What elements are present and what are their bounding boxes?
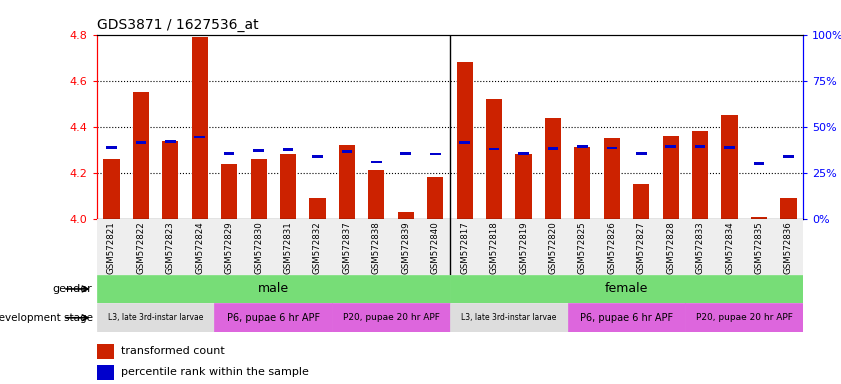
Text: transformed count: transformed count [121,346,225,356]
Text: P6, pupae 6 hr APF: P6, pupae 6 hr APF [227,313,320,323]
Bar [309,198,325,219]
Bar [780,198,796,219]
Bar [574,147,590,219]
Bar [722,115,738,219]
Bar [724,146,735,149]
Text: GSM572821: GSM572821 [107,222,116,275]
Bar [368,170,384,219]
Bar [400,152,411,155]
Text: GSM572827: GSM572827 [637,222,646,275]
Text: GSM572831: GSM572831 [283,222,293,275]
Bar [192,37,208,219]
Text: GSM572817: GSM572817 [460,222,469,275]
Bar [486,99,502,219]
Bar [430,152,441,155]
Bar [341,150,352,153]
Bar [165,140,176,143]
Bar [427,177,443,219]
Text: percentile rank within the sample: percentile rank within the sample [121,367,309,377]
Bar [751,217,767,219]
Text: GSM572824: GSM572824 [195,222,204,275]
Bar [398,212,414,219]
Text: male: male [257,283,289,295]
Text: GSM572832: GSM572832 [313,222,322,275]
Text: GDS3871 / 1627536_at: GDS3871 / 1627536_at [97,18,258,32]
Bar [695,145,706,148]
Text: female: female [605,283,648,295]
Bar [97,275,450,303]
Text: P6, pupae 6 hr APF: P6, pupae 6 hr APF [580,313,673,323]
Bar [106,146,117,149]
Bar [489,148,500,151]
Text: GSM572836: GSM572836 [784,222,793,275]
Bar [516,154,532,219]
Bar [253,149,264,152]
Bar [604,138,620,219]
Bar [221,164,237,219]
Bar [685,303,803,332]
Bar [663,136,679,219]
Text: GSM572828: GSM572828 [666,222,675,275]
Bar [459,141,470,144]
Bar [339,145,355,219]
Text: GSM572820: GSM572820 [548,222,558,275]
Bar [103,159,119,219]
Bar [577,146,588,148]
Text: development stage: development stage [0,313,93,323]
Text: GSM572840: GSM572840 [431,222,440,275]
Bar [283,148,294,151]
Text: L3, late 3rd-instar larvae: L3, late 3rd-instar larvae [108,313,204,322]
Bar [665,146,676,148]
Text: GSM572837: GSM572837 [342,222,352,275]
Text: L3, late 3rd-instar larvae: L3, late 3rd-instar larvae [461,313,557,322]
Text: GSM572818: GSM572818 [489,222,499,275]
Bar [214,303,332,332]
Bar [457,62,473,219]
Bar [606,147,617,149]
Text: GSM572839: GSM572839 [401,222,410,274]
Bar [97,365,114,380]
Text: GSM572825: GSM572825 [578,222,587,275]
Bar [568,303,685,332]
Text: GSM572829: GSM572829 [225,222,234,274]
Bar [450,303,568,332]
Text: GSM572834: GSM572834 [725,222,734,275]
Bar [371,161,382,163]
Text: GSM572819: GSM572819 [519,222,528,274]
Bar [692,131,708,219]
Bar [783,155,794,157]
Text: P20, pupae 20 hr APF: P20, pupae 20 hr APF [696,313,793,322]
Text: GSM572823: GSM572823 [166,222,175,275]
Bar [135,141,146,144]
Text: GSM572822: GSM572822 [136,222,145,275]
Bar [280,154,296,219]
Bar [547,147,558,150]
Text: GSM572826: GSM572826 [607,222,616,275]
Bar [97,303,214,332]
Bar [633,184,649,219]
Bar [636,152,647,155]
Bar [251,159,267,219]
Text: GSM572838: GSM572838 [372,222,381,275]
Bar [545,118,561,219]
Text: GSM572830: GSM572830 [254,222,263,275]
Text: gender: gender [53,284,93,294]
Text: GSM572833: GSM572833 [696,222,705,275]
Bar [332,303,450,332]
Bar [312,155,323,158]
Bar [450,275,803,303]
Bar [162,141,178,219]
Bar [133,92,149,219]
Text: P20, pupae 20 hr APF: P20, pupae 20 hr APF [342,313,440,322]
Text: GSM572835: GSM572835 [754,222,764,275]
Bar [754,162,764,164]
Bar [97,344,114,359]
Bar [194,136,205,139]
Bar [224,152,235,155]
Bar [518,152,529,155]
